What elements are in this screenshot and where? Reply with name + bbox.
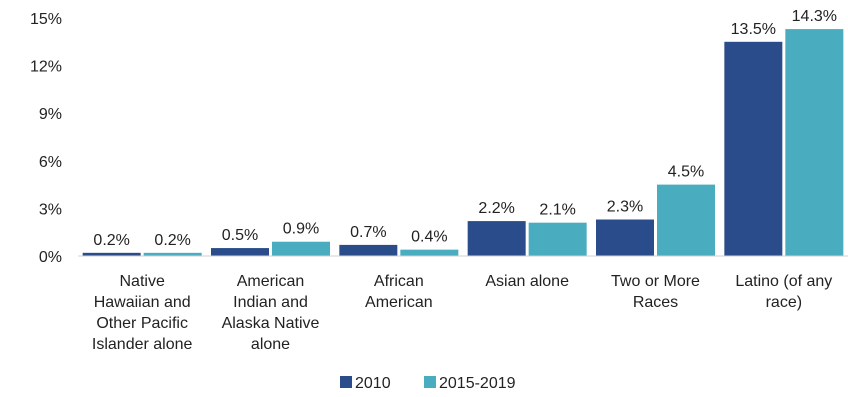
- category-label: Latino (of any race): [735, 273, 832, 311]
- data-label: 2.1%: [539, 202, 575, 219]
- category-label-line: Races: [633, 294, 678, 311]
- category-label-line: Other Pacific: [96, 315, 188, 332]
- y-tick-label: 6%: [39, 154, 62, 171]
- data-label: 2.3%: [607, 199, 643, 216]
- category-label: Native Hawaiian and Other Pacific Islander …: [92, 273, 193, 353]
- legend-label: 2010: [355, 375, 391, 392]
- category-label: African American: [365, 273, 433, 311]
- y-tick-label: 3%: [39, 201, 62, 218]
- data-label: 0.9%: [283, 221, 319, 238]
- category-label: Asian alone: [485, 273, 569, 290]
- legend-swatch: [340, 376, 352, 388]
- category-label-line: Alaska Native: [222, 315, 320, 332]
- category-label-line: Islander alone: [92, 336, 193, 353]
- legend-swatch: [424, 376, 436, 388]
- category-label-line: Two or More: [611, 273, 700, 290]
- y-tick-label: 9%: [39, 106, 62, 123]
- bar-2010: [467, 221, 526, 256]
- category-label: American Indian and Alaska Native alone: [222, 273, 320, 353]
- data-label: 13.5%: [731, 21, 776, 38]
- category-label-line: American: [237, 273, 305, 290]
- data-label: 0.4%: [411, 229, 447, 246]
- y-tick-label: 0%: [39, 249, 62, 266]
- legend: 2010 2015-2019: [340, 375, 516, 392]
- bar-2015-2019: [143, 252, 202, 256]
- data-label: 0.2%: [154, 232, 190, 249]
- legend-label: 2015-2019: [439, 375, 516, 392]
- category-label-line: Indian and: [233, 294, 308, 311]
- category-label-line: Latino (of any: [735, 273, 832, 290]
- data-label: 0.5%: [222, 227, 258, 244]
- bar-2015-2019: [272, 241, 330, 256]
- category-label-line: alone: [251, 336, 290, 353]
- x-axis: Native Hawaiian and Other Pacific Islander …: [92, 273, 832, 353]
- category-label-line: Hawaiian and: [94, 294, 191, 311]
- bar-2010: [596, 219, 654, 256]
- data-labels: 0.2% 0.2% 0.5% 0.9% 0.7% 0.4% 2.2% 2.1% 2.3% 4.5%…: [93, 8, 837, 249]
- bar-2010: [211, 248, 269, 256]
- category-label-line: African: [374, 273, 424, 290]
- y-tick-label: 15%: [30, 11, 62, 28]
- bar-2015-2019: [657, 184, 715, 256]
- category-label-line: race): [766, 294, 802, 311]
- data-label: 4.5%: [668, 164, 704, 181]
- bar-2015-2019: [785, 29, 844, 257]
- bar-2015-2019: [528, 222, 587, 256]
- bar-2010: [724, 41, 783, 256]
- category-label-line: Asian alone: [485, 273, 569, 290]
- bar-2015-2019: [400, 249, 459, 256]
- y-axis: 0% 3% 6% 9% 12% 15%: [30, 11, 62, 266]
- bars: [82, 29, 844, 257]
- data-label: 0.2%: [93, 232, 129, 249]
- bar-2010: [339, 244, 398, 256]
- category-label: Two or More Races: [611, 273, 700, 311]
- y-tick-label: 12%: [30, 59, 62, 76]
- data-label: 2.2%: [478, 200, 514, 217]
- data-label: 0.7%: [350, 224, 386, 241]
- data-label: 14.3%: [792, 8, 837, 25]
- category-label-line: Native: [119, 273, 164, 290]
- category-label-line: American: [365, 294, 433, 311]
- bar-2010: [82, 252, 141, 256]
